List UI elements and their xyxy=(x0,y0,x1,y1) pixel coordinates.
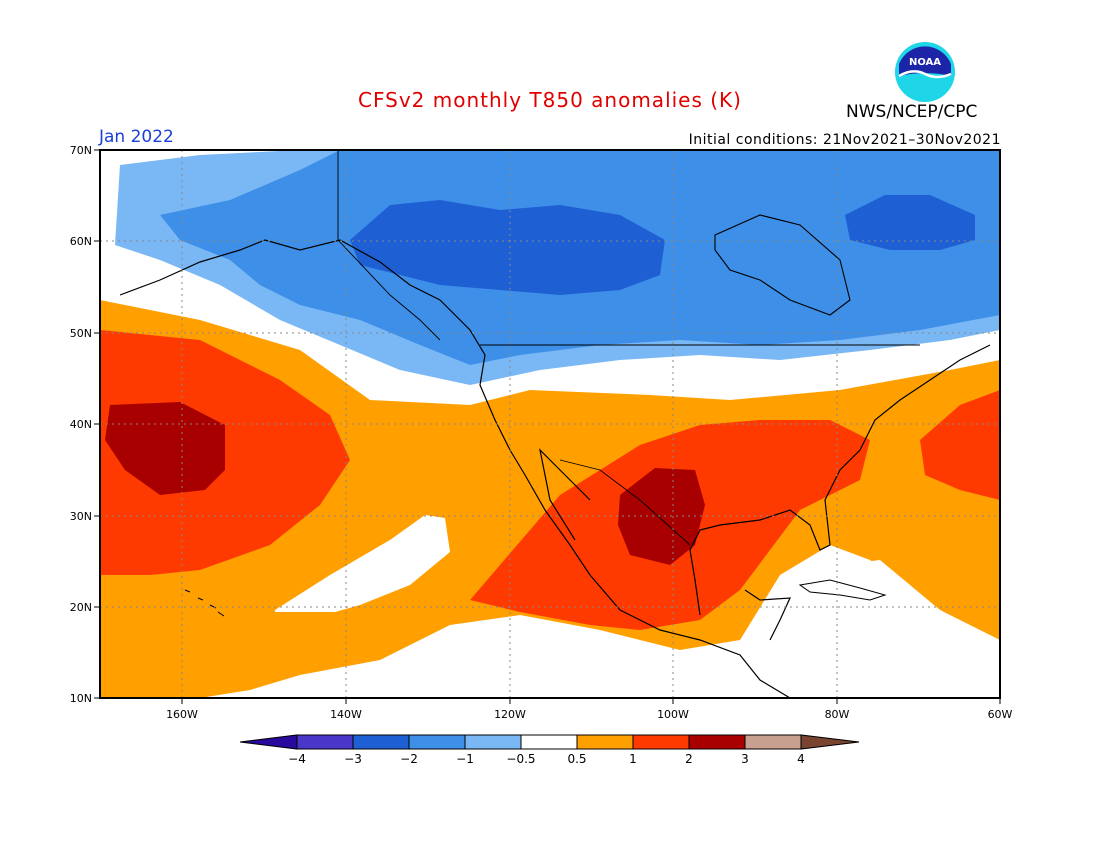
lon-label: 140W xyxy=(330,708,362,721)
map-title: CFSv2 monthly T850 anomalies (K) xyxy=(358,88,742,112)
colorbar-swatch xyxy=(464,734,522,750)
map-gridlines xyxy=(100,150,1000,698)
lat-label: 10N xyxy=(70,692,92,705)
lon-label: 160W xyxy=(166,708,198,721)
anomaly-region-darkblue-canada xyxy=(350,200,665,295)
colorbar-tick-label: 4 xyxy=(797,752,805,766)
anomaly-region-darkred-texas xyxy=(618,468,705,565)
colorbar-tick-label: 1 xyxy=(629,752,637,766)
colorbar xyxy=(239,734,860,750)
lat-label: 70N xyxy=(70,144,92,157)
cuba-coast xyxy=(798,579,887,601)
anomaly-region-white-caribbean xyxy=(740,560,1000,698)
anomaly-region-red-atlantic xyxy=(920,390,1000,500)
noaa-logo-text: NOAA xyxy=(909,57,941,68)
noaa-logo-icon: NOAA xyxy=(895,42,955,102)
lat-label: 20N xyxy=(70,601,92,614)
colorbar-arrow-high xyxy=(800,734,860,750)
lat-label: 30N xyxy=(70,510,92,523)
colorbar-tick-label: −0.5 xyxy=(506,752,536,766)
colorbar-tick-label: −1 xyxy=(456,752,474,766)
coastline xyxy=(119,239,991,698)
lon-label: 100W xyxy=(657,708,689,721)
anomaly-fields xyxy=(100,150,1000,698)
colorbar-swatch xyxy=(688,734,746,750)
lat-label: 50N xyxy=(70,327,92,340)
anomaly-region-white-pacific xyxy=(275,515,450,612)
lon-label: 120W xyxy=(494,708,526,721)
agency-label: NWS/NCEP/CPC xyxy=(846,102,978,122)
colorbar-tick-label: 3 xyxy=(741,752,749,766)
colorbar-tick-label: −2 xyxy=(400,752,418,766)
colorbar-swatch xyxy=(576,734,634,750)
axis-ticks xyxy=(94,149,1001,704)
colorbar-tick-label: 0.5 xyxy=(567,752,587,766)
colorbar-swatch xyxy=(744,734,802,750)
colorbar-tick-label: −3 xyxy=(344,752,362,766)
hawaii-islands xyxy=(184,589,225,617)
lon-label: 60W xyxy=(988,708,1013,721)
colorbar-tick-label: 2 xyxy=(685,752,693,766)
lon-label: 80W xyxy=(825,708,850,721)
colorbar-tick-label: −4 xyxy=(288,752,306,766)
lat-label: 60N xyxy=(70,235,92,248)
anomaly-region-darkblue-greenland xyxy=(845,195,975,250)
country-borders xyxy=(337,150,920,546)
colorbar-swatch xyxy=(296,734,354,750)
colorbar-swatch xyxy=(408,734,466,750)
colorbar-swatch xyxy=(352,734,410,750)
hudson-bay-coast xyxy=(714,214,851,316)
anomaly-region-darkred-pacific xyxy=(105,402,225,495)
colorbar-arrow-low xyxy=(239,734,298,750)
colorbar-swatch xyxy=(520,734,578,750)
initial-conditions: Initial conditions: 21Nov2021–30Nov2021 xyxy=(688,132,1001,148)
colorbar-swatch xyxy=(632,734,690,750)
lat-label: 40N xyxy=(70,418,92,431)
forecast-month: Jan 2022 xyxy=(99,127,174,147)
